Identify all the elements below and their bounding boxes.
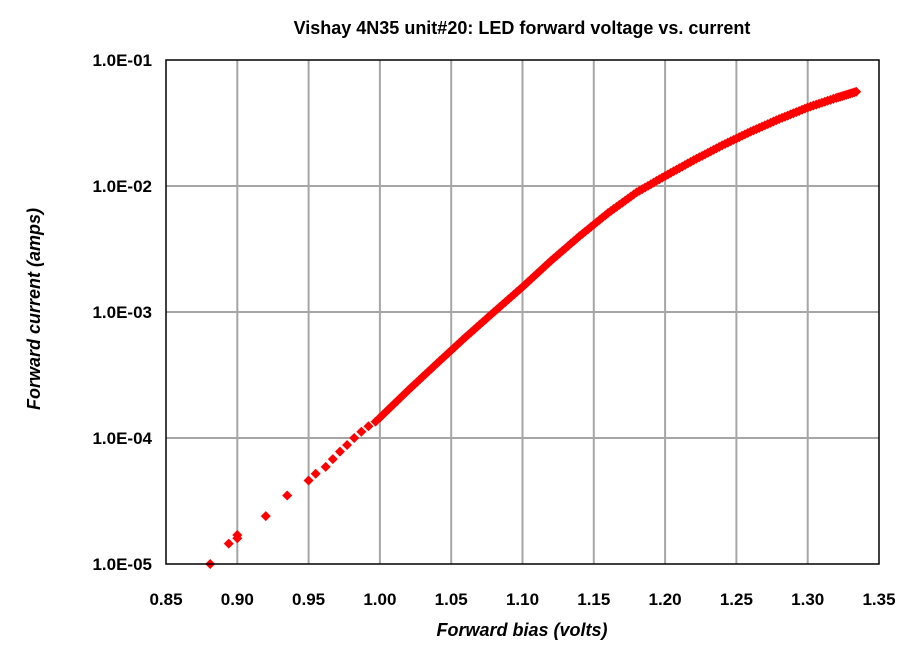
data-series [205, 86, 862, 569]
data-point [334, 446, 345, 457]
x-tick-label: 0.90 [221, 590, 254, 609]
data-point [310, 468, 321, 479]
data-point [260, 511, 271, 522]
y-tick-label: 1.0E-02 [92, 177, 152, 196]
y-tick-label: 1.0E-05 [92, 555, 152, 574]
x-tick-label: 1.05 [435, 590, 468, 609]
plot-frame [165, 59, 880, 565]
grid-lines [166, 60, 879, 564]
data-point [320, 461, 331, 472]
data-point [349, 433, 360, 443]
x-axis-ticks: 0.85 0.90 0.95 1.00 1.05 1.10 1.15 1.20 1.25 1.30… [149, 590, 895, 609]
data-point [282, 490, 293, 501]
y-axis-ticks: 1.0E-05 1.0E-04 1.0E-03 1.0E-02 1.0E-01 [92, 51, 152, 574]
x-tick-label: 1.35 [862, 590, 895, 609]
x-tick-label: 1.25 [720, 590, 753, 609]
data-point [303, 475, 314, 486]
x-axis-label: Forward bias (volts) [436, 620, 607, 640]
y-tick-label: 1.0E-03 [92, 303, 152, 322]
y-axis-label: Forward current (amps) [24, 208, 44, 410]
x-tick-label: 1.20 [649, 590, 682, 609]
data-point [363, 421, 374, 432]
data-point [342, 439, 353, 450]
data-point [356, 426, 367, 437]
x-tick-label: 1.30 [791, 590, 824, 609]
y-tick-label: 1.0E-04 [92, 429, 152, 448]
x-tick-label: 1.00 [363, 590, 396, 609]
x-tick-label: 1.15 [577, 590, 610, 609]
data-point [327, 454, 338, 465]
data-point [223, 538, 234, 549]
chart-title: Vishay 4N35 unit#20: LED forward voltage… [294, 18, 751, 38]
data-point [232, 529, 243, 540]
data-point [851, 86, 862, 97]
y-tick-label: 1.0E-01 [92, 51, 152, 70]
x-tick-label: 1.10 [506, 590, 539, 609]
x-tick-label: 0.85 [149, 590, 182, 609]
x-tick-label: 0.95 [292, 590, 325, 609]
